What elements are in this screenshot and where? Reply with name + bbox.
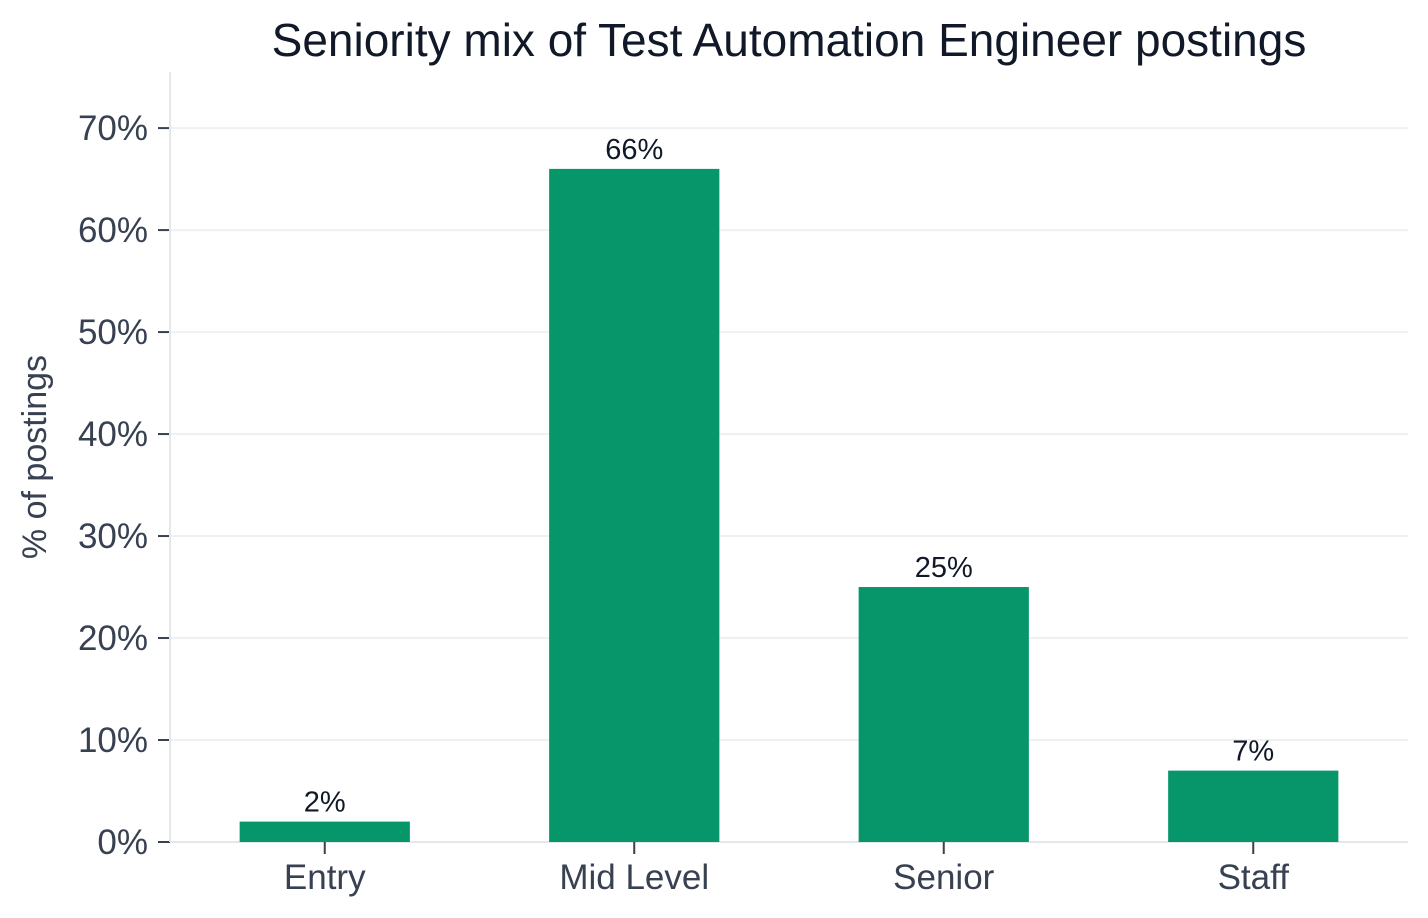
gridlines xyxy=(170,127,1408,742)
bar-mid-level xyxy=(549,168,720,842)
chart-title: Seniority mix of Test Automation Enginee… xyxy=(272,14,1307,66)
bar-value-label: 7% xyxy=(1232,736,1274,768)
x-tick-label: Entry xyxy=(284,858,366,897)
x-tick-label: Mid Level xyxy=(559,858,709,897)
bar-value-label: 2% xyxy=(304,787,346,819)
y-axis-label: % of postings xyxy=(16,355,54,559)
bar-entry xyxy=(239,821,410,842)
y-tick-label: 20% xyxy=(78,619,148,658)
value-labels: 2% 66% 25% 7% xyxy=(304,134,1274,819)
x-tick-label: Senior xyxy=(893,858,995,897)
y-tick-label: 70% xyxy=(78,109,148,148)
bar-value-label: 66% xyxy=(605,134,663,166)
bars xyxy=(239,168,1339,842)
y-tick-label: 40% xyxy=(78,415,148,454)
axes xyxy=(158,72,1408,854)
y-tick-label: 50% xyxy=(78,313,148,352)
tick-labels: 0% 10% 20% 30% 40% 50% 60% 70% Entry Mid Level Sen… xyxy=(78,109,1289,897)
bar-staff xyxy=(1168,770,1339,842)
y-tick-label: 0% xyxy=(97,823,148,862)
bar-senior xyxy=(858,587,1029,842)
y-tick-label: 30% xyxy=(78,517,148,556)
y-tick-label: 60% xyxy=(78,211,148,250)
bar-value-label: 25% xyxy=(915,552,973,584)
x-tick-label: Staff xyxy=(1218,858,1290,897)
y-tick-label: 10% xyxy=(78,721,148,760)
